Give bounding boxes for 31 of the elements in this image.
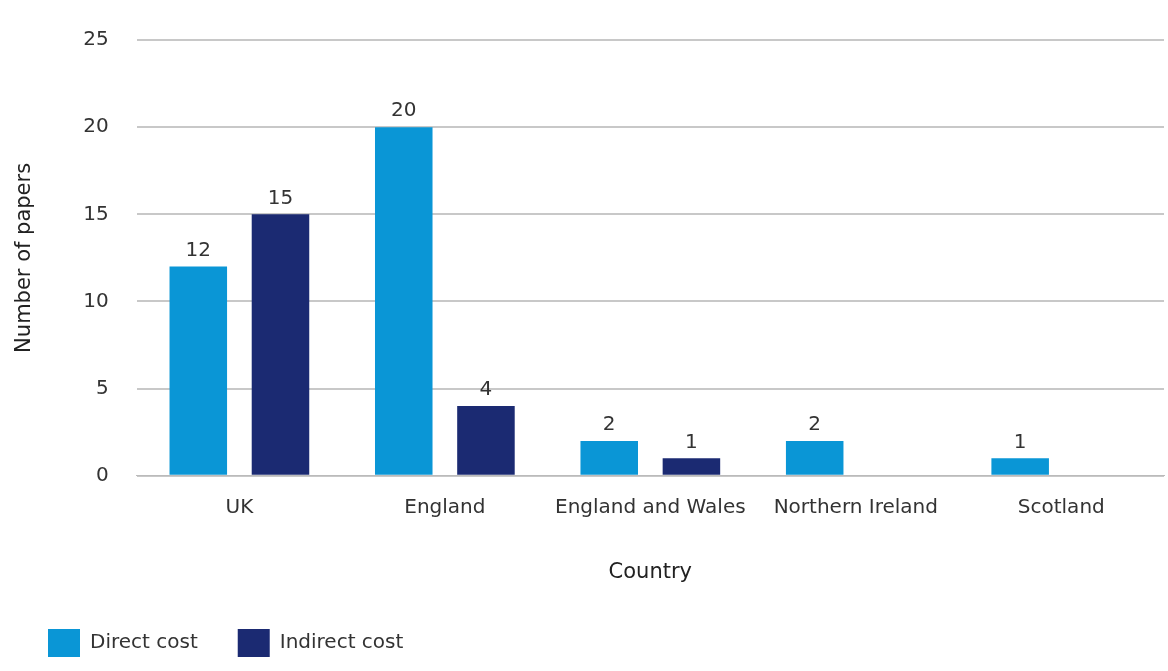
y-axis-title: Number of papers — [11, 162, 36, 353]
x-axis-title: Country — [608, 558, 693, 583]
legend-label: Direct cost — [90, 629, 198, 654]
bar — [580, 440, 638, 475]
bar — [169, 266, 228, 475]
bar — [251, 214, 310, 475]
y-tick-label: 10 — [83, 287, 109, 312]
data-label: 1 — [1013, 428, 1027, 453]
data-label: 15 — [267, 184, 294, 209]
data-label: 2 — [808, 411, 822, 436]
data-label: 1 — [685, 428, 698, 453]
x-tick-label: England and Wales — [555, 494, 746, 518]
x-tick-label: UK — [225, 494, 255, 518]
legend-label: Indirect cost — [279, 629, 404, 654]
bar — [991, 458, 1049, 475]
y-tick-label: 5 — [95, 374, 109, 399]
y-tick-label: 0 — [95, 462, 109, 486]
data-label: 2 — [602, 411, 616, 436]
bar — [785, 440, 844, 475]
bar — [375, 127, 433, 475]
x-tick-label: Scotland — [1017, 494, 1105, 518]
bar — [662, 458, 721, 475]
data-label: 20 — [391, 97, 417, 122]
y-tick-label: 25 — [83, 26, 109, 51]
y-tick-label: 15 — [83, 200, 109, 225]
x-tick-label: England — [404, 494, 486, 518]
bar — [457, 406, 515, 475]
x-tick-label: Northern Ireland — [773, 494, 938, 518]
data-label: 4 — [479, 376, 493, 401]
y-tick-label: 20 — [83, 113, 109, 138]
data-label: 12 — [185, 236, 212, 261]
